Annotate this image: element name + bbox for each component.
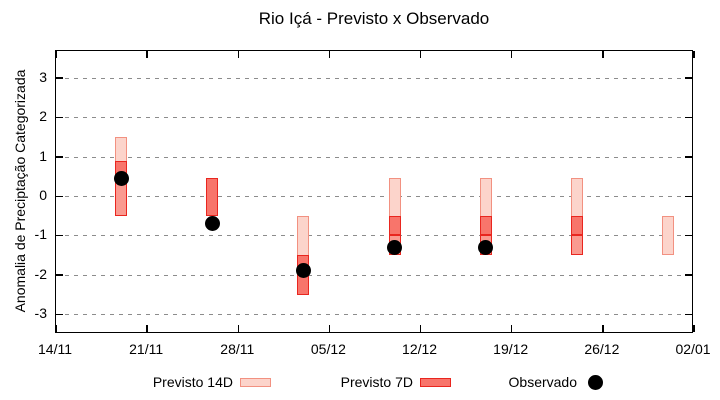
- observado-dot: [204, 216, 220, 232]
- x-tickmark-top: [602, 51, 604, 58]
- x-tick-label: 21/11: [129, 341, 164, 357]
- x-tickmark-top: [510, 51, 513, 58]
- y-tick-label: 2: [39, 108, 47, 125]
- y-tickmark-left: [56, 195, 63, 198]
- x-tick-label: 19/12: [493, 341, 529, 357]
- legend-swatch-observado-icon: [588, 375, 603, 390]
- x-tick-label: 26/12: [584, 341, 620, 357]
- x-tick-label: 12/12: [402, 341, 438, 357]
- y-tick-label: -2: [34, 265, 47, 282]
- legend-label-previsto-7d: Previsto 7D: [340, 374, 413, 390]
- previsto-7d-box: [570, 235, 583, 256]
- gridline-y-1: [56, 156, 692, 158]
- x-tickmark-bottom: [328, 325, 331, 332]
- y-tickmark-left: [56, 313, 63, 316]
- legend-swatch-previsto-7d-icon: [420, 378, 451, 387]
- x-tickmark-bottom: [510, 325, 513, 332]
- y-tickmark-right: [685, 313, 692, 316]
- legend-swatch-previsto-14d-icon: [240, 378, 271, 387]
- x-tick-label: 05/12: [310, 341, 346, 357]
- x-tickmark-top: [146, 51, 148, 58]
- gridline-y--3: [56, 314, 692, 316]
- gridline-y--2: [56, 274, 692, 276]
- x-tickmark-bottom: [146, 325, 148, 332]
- x-tickmark-bottom: [602, 325, 604, 332]
- y-tick-label: -3: [34, 305, 47, 322]
- gridline-y-2: [56, 117, 692, 119]
- previsto-7d-box: [479, 215, 492, 236]
- y-tick-label: 0: [39, 187, 47, 204]
- y-tick-label: 1: [39, 147, 47, 164]
- x-tickmark-top: [55, 51, 57, 58]
- y-tickmark-left: [56, 77, 63, 79]
- gridline-y--1: [56, 235, 692, 237]
- y-tickmark-right: [685, 195, 692, 198]
- y-tickmark-right: [685, 77, 692, 79]
- gridline-y-3: [56, 77, 692, 79]
- previsto-7d-box: [206, 178, 219, 216]
- x-tick-label: 28/11: [220, 341, 255, 357]
- previsto-14d-box: [661, 215, 674, 256]
- legend-label-observado: Observado: [508, 374, 577, 390]
- legend-label-previsto-14d: Previsto 14D: [152, 374, 233, 390]
- x-tickmark-bottom: [693, 325, 695, 332]
- y-tickmark-right: [685, 116, 692, 119]
- y-tickmark-right: [685, 234, 692, 237]
- y-tickmark-left: [56, 234, 63, 237]
- y-tickmark-left: [56, 274, 63, 276]
- x-tickmark-bottom: [55, 325, 57, 332]
- y-tick-label: -1: [34, 226, 47, 243]
- chart-title: Rio Içá - Previsto x Observado: [258, 9, 490, 28]
- y-tickmark-left: [56, 156, 63, 158]
- x-tickmark-top: [328, 51, 331, 58]
- x-tickmark-bottom: [419, 325, 422, 332]
- observado-dot: [295, 263, 311, 279]
- observado-dot: [113, 170, 129, 186]
- plot-area: [55, 50, 695, 333]
- y-tick-label: 3: [39, 68, 47, 85]
- y-tickmark-left: [56, 116, 63, 119]
- previsto-7d-box: [570, 215, 583, 236]
- x-tick-label: 02/01: [675, 341, 711, 357]
- previsto-7d-box: [388, 215, 401, 236]
- gridline-y-0: [56, 196, 692, 198]
- x-tickmark-bottom: [237, 325, 240, 332]
- y-tickmark-right: [685, 274, 692, 276]
- x-tickmark-top: [237, 51, 240, 58]
- y-tickmark-right: [685, 156, 692, 158]
- x-tickmark-top: [419, 51, 422, 58]
- x-tick-label: 14/11: [38, 341, 72, 357]
- x-tickmark-top: [693, 51, 695, 58]
- observado-dot: [478, 239, 494, 255]
- observado-dot: [387, 239, 403, 255]
